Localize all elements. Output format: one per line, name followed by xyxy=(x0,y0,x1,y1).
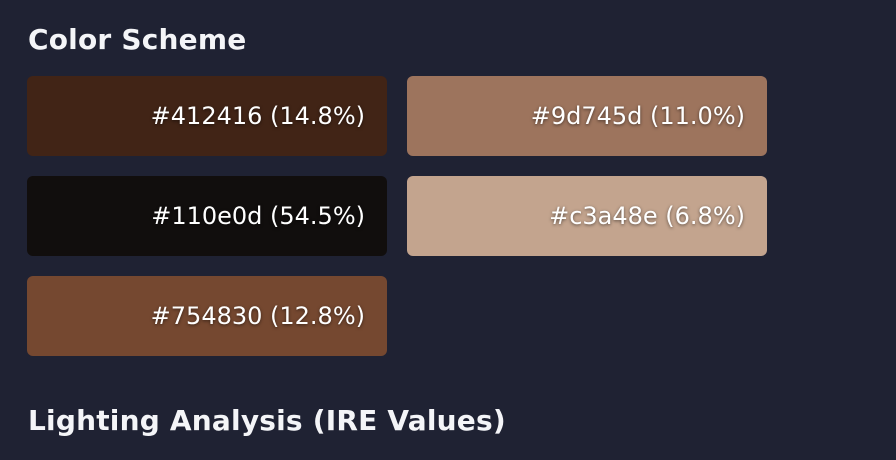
color-swatch: #9d745d (11.0%) xyxy=(407,76,767,156)
color-swatch: #412416 (14.8%) xyxy=(27,76,387,156)
swatch-label: #412416 (14.8%) xyxy=(150,102,365,130)
color-scheme-heading: Color Scheme xyxy=(28,23,247,56)
color-swatch: #110e0d (54.5%) xyxy=(27,176,387,256)
lighting-analysis-heading: Lighting Analysis (IRE Values) xyxy=(28,404,506,437)
swatch-label: #110e0d (54.5%) xyxy=(151,202,365,230)
color-swatch: #c3a48e (6.8%) xyxy=(407,176,767,256)
swatch-label: #9d745d (11.0%) xyxy=(530,102,745,130)
swatch-label: #754830 (12.8%) xyxy=(150,302,365,330)
swatch-label: #c3a48e (6.8%) xyxy=(549,202,745,230)
color-swatch: #754830 (12.8%) xyxy=(27,276,387,356)
